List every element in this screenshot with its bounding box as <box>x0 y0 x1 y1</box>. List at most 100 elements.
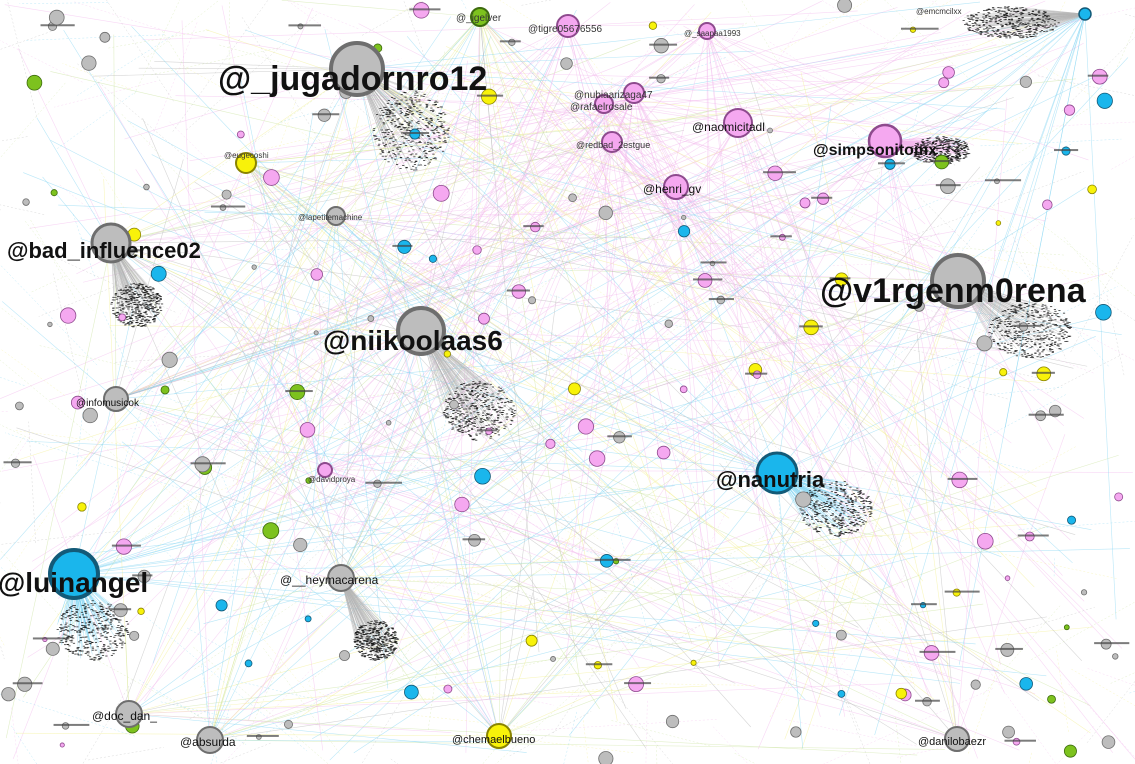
leaf-node <box>469 418 473 420</box>
edge <box>76 25 569 275</box>
leaf-node <box>820 505 823 506</box>
leaf-node <box>472 381 475 383</box>
leaf-node <box>372 643 375 645</box>
leaf-node <box>965 151 968 153</box>
edge <box>732 75 881 213</box>
leaf-node <box>811 493 814 495</box>
leaf-node <box>384 637 387 639</box>
leaf-node <box>841 508 844 510</box>
leaf-node <box>360 654 364 656</box>
leaf-node <box>76 620 79 621</box>
leaf-node <box>56 629 59 630</box>
leaf-node <box>958 160 961 162</box>
leaf-node <box>465 421 468 423</box>
leaf-node <box>430 147 433 149</box>
leaf-node <box>1023 352 1026 354</box>
edge <box>917 113 1029 166</box>
leaf-node <box>373 642 376 643</box>
leaf-node <box>69 619 72 621</box>
edge <box>844 423 912 509</box>
leaf-node <box>837 535 840 537</box>
leaf-node <box>481 388 484 390</box>
leaf-node <box>387 630 390 631</box>
leaf-node <box>445 407 448 409</box>
leaf-node <box>1015 312 1018 314</box>
leaf-node <box>934 143 938 144</box>
leaf-node <box>378 649 381 651</box>
leaf-node <box>1042 349 1045 350</box>
leaf-node <box>369 654 372 656</box>
leaf-node <box>376 641 379 643</box>
leaf-node <box>147 295 151 297</box>
leaf-node <box>144 294 147 296</box>
edge <box>498 166 981 737</box>
leaf-node <box>138 314 142 316</box>
leaf-node <box>487 406 490 408</box>
leaf-node <box>59 641 62 643</box>
leaf-node <box>1004 310 1007 312</box>
leaf-node <box>1054 341 1057 343</box>
leaf-node <box>142 286 145 288</box>
leaf-node <box>837 517 840 519</box>
leaf-node <box>813 504 816 505</box>
edge <box>203 472 778 624</box>
leaf-node <box>499 398 503 399</box>
edge <box>611 141 981 287</box>
leaf-node <box>406 156 409 158</box>
leaf-node <box>994 317 998 319</box>
leaf-node <box>146 296 149 298</box>
leaf-node <box>95 618 98 620</box>
leaf-node <box>109 619 113 621</box>
leaf-node <box>433 138 436 140</box>
leaf-node <box>463 417 466 419</box>
edge <box>356 68 919 540</box>
leaf-node <box>85 643 88 645</box>
leaf-node <box>357 637 360 639</box>
leaf-node <box>388 142 392 144</box>
leaf-node <box>944 154 947 156</box>
leaf-node <box>939 141 942 143</box>
leaf-node <box>1015 350 1018 352</box>
edge <box>92 68 358 77</box>
leaf-node <box>494 433 497 434</box>
edge <box>356 68 1006 110</box>
leaf-node <box>1004 346 1007 348</box>
leaf-node <box>383 645 386 647</box>
leaf-node <box>93 659 96 661</box>
leaf-node <box>438 121 441 122</box>
leaf-node <box>497 417 500 419</box>
leaf-node <box>139 294 142 296</box>
leaf-node <box>120 639 123 641</box>
leaf-node <box>373 627 376 628</box>
leaf-node <box>474 405 478 407</box>
leaf-node <box>359 638 362 640</box>
leaf-node <box>119 629 122 631</box>
leaf-node <box>83 647 86 649</box>
leaf-node <box>420 112 423 114</box>
leaf-node <box>160 303 164 305</box>
leaf-node <box>510 414 513 415</box>
edge <box>245 162 455 302</box>
edge <box>615 237 770 319</box>
leaf-node <box>104 648 107 650</box>
leaf-node <box>926 138 929 140</box>
leaf-node <box>128 324 131 326</box>
leaf-node <box>1024 337 1027 339</box>
leaf-node <box>965 143 968 145</box>
leaf-node <box>821 485 824 486</box>
leaf-node <box>825 518 829 520</box>
leaf-node <box>78 650 82 651</box>
leaf-node <box>962 144 965 146</box>
leaf-node <box>827 498 830 500</box>
leaf-node <box>1013 305 1016 307</box>
leaf-node <box>392 650 396 652</box>
leaf-node <box>99 623 102 625</box>
leaf-node <box>389 635 393 637</box>
leaf-node <box>112 313 115 315</box>
leaf-node <box>916 152 920 154</box>
leaf-node <box>74 630 77 631</box>
edge <box>706 30 773 581</box>
leaf-node <box>961 152 964 154</box>
leaf-node <box>851 504 854 505</box>
edge <box>706 30 978 759</box>
